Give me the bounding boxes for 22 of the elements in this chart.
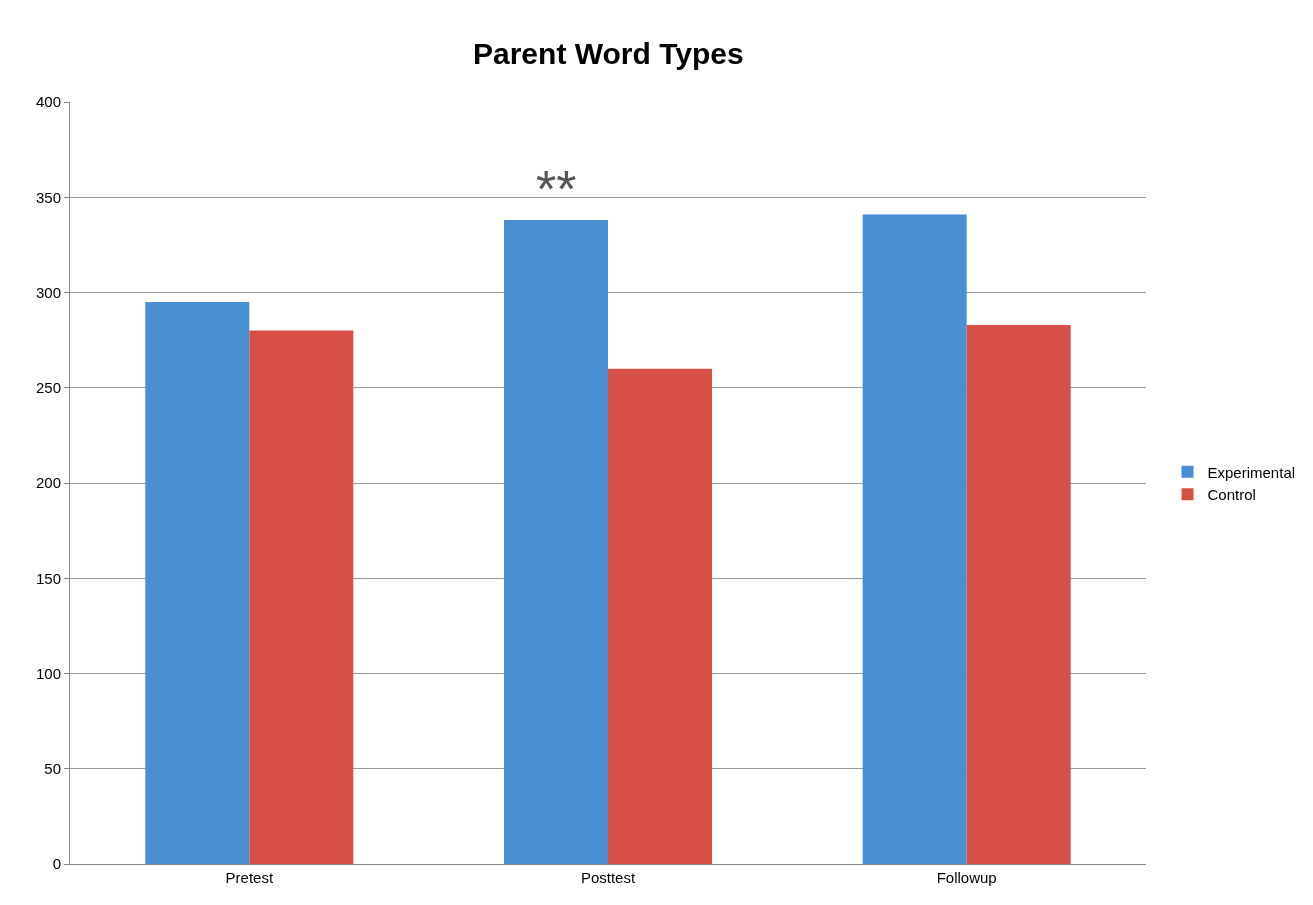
x-tick-label: Pretest [225, 869, 274, 886]
y-tick-label: 250 [35, 379, 61, 396]
y-tick-label: 200 [35, 474, 61, 492]
y-tick-label: 0 [52, 855, 61, 873]
y-tick-label: 100 [35, 664, 61, 682]
y-tick-label: 350 [35, 188, 61, 206]
x-tick-label: Followup [936, 869, 997, 886]
bar [862, 214, 967, 864]
legend-label: Control [1207, 486, 1256, 504]
annotation: ** [536, 160, 577, 218]
bar [249, 330, 354, 864]
y-tick-label: 300 [35, 283, 61, 301]
y-tick-label: 150 [35, 569, 61, 587]
chart-title: Parent Word Types [473, 37, 744, 70]
y-tick-label: 50 [44, 760, 61, 777]
y-tick-label: 400 [35, 93, 61, 111]
bar [608, 368, 713, 864]
bar [966, 324, 1071, 864]
x-tick-label: Posttest [580, 869, 636, 886]
bar [503, 220, 608, 864]
bar [145, 302, 250, 864]
legend-label: Experimental [1207, 463, 1296, 481]
